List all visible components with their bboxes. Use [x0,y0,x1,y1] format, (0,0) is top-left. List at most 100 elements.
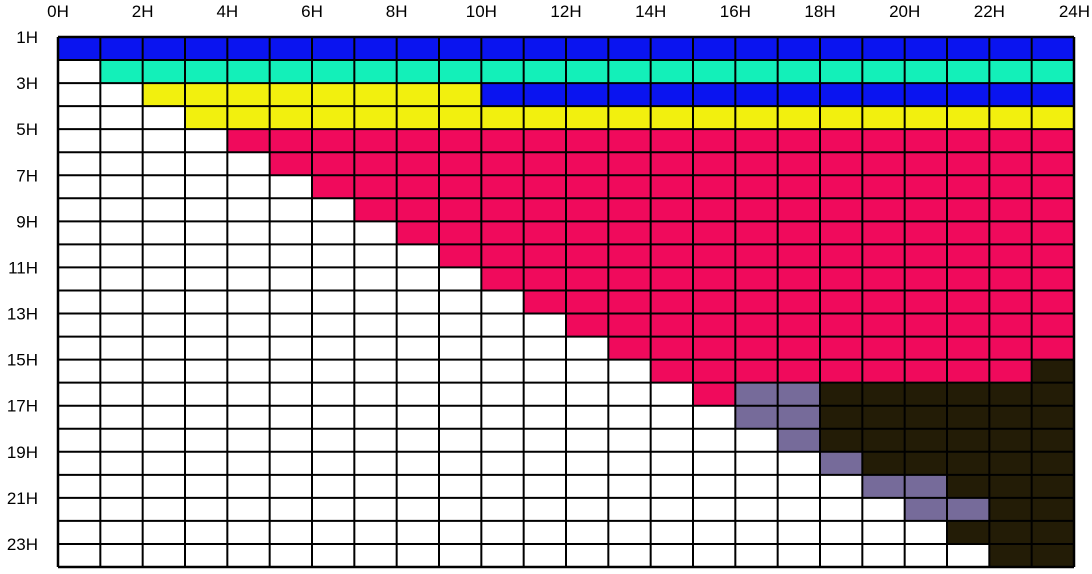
heatmap-cell-crimson [947,175,990,199]
y-tick-label: 19H [7,443,38,462]
heatmap-cell-blue [735,83,778,107]
x-tick-label: 12H [550,2,581,21]
heatmap-cell-yellow [1031,106,1074,130]
heatmap-cell-crimson [354,175,397,199]
heatmap-cell-dark [820,405,863,429]
heatmap-cell-teal [439,60,482,84]
heatmap-cell-crimson [904,129,947,153]
heatmap-cell-slate [735,405,778,429]
heatmap-cell-crimson [820,129,863,153]
x-tick-label: 20H [889,2,920,21]
heatmap-cell-dark [989,405,1032,429]
heatmap-cell-crimson [820,198,863,222]
heatmap-cell-dark [947,428,990,452]
heatmap-cell-slate [820,451,863,475]
heatmap-cell-yellow [396,83,439,107]
heatmap-cell-crimson [777,336,820,360]
heatmap-cell-crimson [820,175,863,199]
heatmap-cell-yellow [608,106,651,130]
heatmap-cell-blue [608,83,651,107]
heatmap-cell-crimson [989,244,1032,268]
y-tick-label: 15H [7,351,38,370]
heatmap-cell-yellow [354,106,397,130]
heatmap-cell-dark [989,382,1032,406]
heatmap-cell-crimson [693,359,736,383]
heatmap-cell-teal [1031,60,1074,84]
heatmap-cell-crimson [523,267,566,291]
heatmap-cell-blue [439,37,482,61]
heatmap-cell-crimson [227,129,270,153]
heatmap-cell-dark [947,474,990,498]
heatmap-cell-teal [566,60,609,84]
heatmap-cell-blue [947,83,990,107]
heatmap-cell-crimson [989,175,1032,199]
heatmap-cell-crimson [820,313,863,337]
heatmap-cell-dark [904,382,947,406]
heatmap-cell-crimson [523,221,566,245]
heatmap-cell-yellow [735,106,778,130]
heatmap-cell-crimson [566,313,609,337]
heatmap-cell-dark [989,428,1032,452]
heatmap-cell-dark [989,497,1032,521]
heatmap-cell-teal [608,60,651,84]
heatmap-cell-crimson [608,175,651,199]
heatmap-cell-crimson [1031,313,1074,337]
heatmap-cell-blue [989,83,1032,107]
x-tick-label: 10H [466,2,497,21]
heatmap-cell-crimson [650,129,693,153]
heatmap-cell-dark [862,405,905,429]
heatmap-cell-blue [904,83,947,107]
heatmap-cell-dark [904,451,947,475]
heatmap-cell-crimson [693,175,736,199]
heatmap-cell-crimson [904,221,947,245]
heatmap-cell-blue [820,37,863,61]
heatmap-cell-slate [777,428,820,452]
heatmap-cell-crimson [354,129,397,153]
heatmap-cell-dark [989,474,1032,498]
heatmap-cell-crimson [947,129,990,153]
heatmap-cell-crimson [904,336,947,360]
heatmap-cell-teal [142,60,185,84]
heatmap-cell-slate [735,382,778,406]
heatmap-cell-crimson [481,267,524,291]
heatmap-cell-dark [1031,451,1074,475]
x-tick-label: 14H [635,2,666,21]
heatmap-cell-crimson [650,244,693,268]
heatmap-cell-teal [185,60,228,84]
heatmap-cell-crimson [947,290,990,314]
heatmap-cell-dark [1031,543,1074,567]
heatmap-cell-crimson [523,244,566,268]
heatmap-cell-crimson [396,198,439,222]
heatmap-cell-blue [1031,37,1074,61]
heatmap-cell-crimson [439,221,482,245]
heatmap-cell-crimson [862,129,905,153]
heatmap-cell-teal [396,60,439,84]
heatmap-cell-crimson [1031,267,1074,291]
heatmap-cell-crimson [862,244,905,268]
heatmap-cell-blue [227,37,270,61]
heatmap-cell-teal [227,60,270,84]
heatmap-cell-crimson [947,267,990,291]
heatmap-cell-crimson [904,152,947,176]
heatmap-cell-crimson [862,336,905,360]
heatmap-cell-blue [989,37,1032,61]
y-tick-label: 21H [7,489,38,508]
heatmap-cell-crimson [735,267,778,291]
heatmap-cell-crimson [989,336,1032,360]
heatmap-cell-crimson [439,129,482,153]
heatmap-cell-blue [523,83,566,107]
heatmap-cell-blue [58,37,101,61]
heatmap-cell-blue [1031,83,1074,107]
heatmap-cell-crimson [904,175,947,199]
heatmap-cell-crimson [735,221,778,245]
heatmap-cell-crimson [523,198,566,222]
heatmap-cell-crimson [1031,175,1074,199]
heatmap-cell-crimson [1031,152,1074,176]
heatmap-cell-crimson [904,267,947,291]
heatmap-cell-slate [777,382,820,406]
heatmap-cell-teal [820,60,863,84]
heatmap-cell-crimson [1031,290,1074,314]
heatmap-cell-crimson [777,290,820,314]
heatmap-cell-crimson [566,175,609,199]
heatmap-cell-crimson [1031,129,1074,153]
